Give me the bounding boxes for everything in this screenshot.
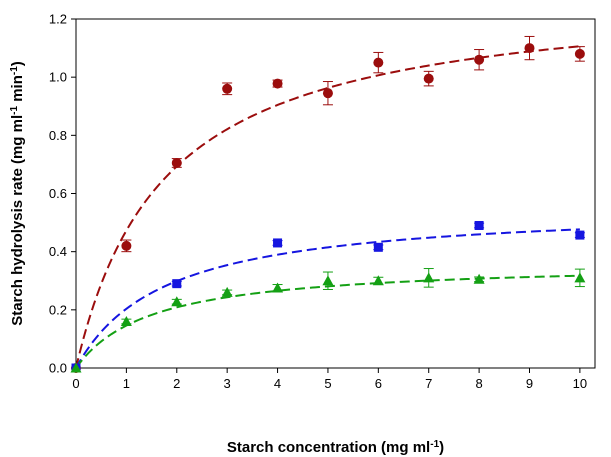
x-tick-label: 2 (173, 376, 180, 391)
data-point-s2-5 (575, 230, 585, 240)
data-point-s1-6 (373, 57, 384, 68)
y-tick-label: 0.0 (49, 361, 67, 376)
data-point-s3-4 (272, 282, 284, 293)
x-tick-label: 5 (324, 376, 331, 391)
data-point-s3-0 (70, 362, 82, 373)
data-point-s2-3 (373, 242, 383, 252)
x-tick-label: 3 (224, 376, 231, 391)
y-tick-label: 0.8 (49, 128, 67, 143)
data-point-s2-1 (172, 279, 182, 289)
y-tick-label: 1.2 (49, 12, 67, 27)
y-tick-label: 0.4 (49, 244, 67, 259)
x-axis-title: Starch concentration (mg ml-1) (227, 439, 444, 457)
fit-curve-2 (75, 228, 580, 369)
x-tick-label: 6 (375, 376, 382, 391)
x-tick-label: 10 (573, 376, 587, 391)
x-tick-label: 8 (475, 376, 482, 391)
x-tick-label: 4 (274, 376, 281, 391)
data-point-s1-4 (272, 78, 283, 89)
data-point-s3-9 (574, 272, 586, 283)
fit-curve-1 (75, 45, 580, 369)
y-axis-title: Starch hydrolysis rate (mg ml-1 min-1) (9, 61, 27, 326)
x-tick-label: 0 (72, 376, 79, 391)
data-point-s1-7 (423, 73, 434, 84)
x-tick-label: 9 (526, 376, 533, 391)
x-tick-label: 1 (123, 376, 130, 391)
plot-frame (75, 18, 596, 369)
data-point-s1-3 (222, 83, 233, 94)
data-point-s3-8 (473, 273, 485, 284)
data-point-s1-9 (524, 43, 535, 54)
data-point-s1-2 (171, 157, 182, 168)
x-tick-label: 7 (425, 376, 432, 391)
y-tick-label: 0.2 (49, 302, 67, 317)
data-point-s1-1 (121, 240, 132, 251)
data-point-s3-7 (423, 272, 435, 283)
data-point-s2-2 (273, 238, 283, 248)
y-tick-label: 1.0 (49, 70, 67, 85)
data-point-s3-2 (171, 296, 183, 307)
data-point-s1-5 (322, 88, 333, 99)
data-point-s3-3 (221, 286, 233, 297)
data-point-s3-1 (120, 315, 132, 326)
data-point-s3-5 (322, 275, 334, 286)
y-tick-label: 0.6 (49, 186, 67, 201)
data-point-s3-6 (372, 275, 384, 286)
data-point-s2-4 (474, 220, 484, 230)
axes: 0 1 2 3 4 5 6 7 8 9 10 0.0 0.2 0.4 0.6 0.8 1.0 1.2 (49, 12, 596, 391)
data-point-s1-10 (574, 48, 585, 59)
data-points (70, 35, 586, 373)
data-point-s1-8 (474, 54, 485, 65)
